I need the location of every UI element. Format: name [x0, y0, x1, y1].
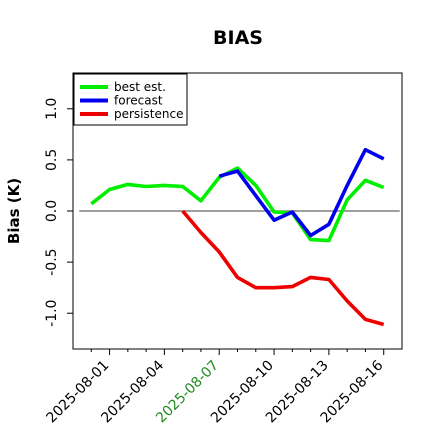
x-axis: 2025-08-012025-08-042025-08-072025-08-10… [44, 349, 387, 426]
chart-title: BIAS [213, 27, 263, 49]
legend-label-best-est: best est. [114, 80, 166, 94]
y-tick-label: 0.0 [44, 200, 60, 222]
y-tick-label: -1.0 [44, 300, 60, 327]
series-line-persistence [181, 209, 385, 327]
y-axis: -1.0 -0.5 0.0 0.5 1.0 [44, 98, 73, 327]
y-tick-label: 1.0 [44, 98, 60, 120]
legend-label-persistence: persistence [114, 107, 183, 121]
y-tick-label: -0.5 [44, 248, 60, 275]
series-layer [90, 147, 385, 327]
series-line-forecast [218, 147, 385, 238]
legend-label-forecast: forecast [114, 94, 163, 108]
y-tick-label: 0.5 [44, 149, 60, 171]
y-axis-label: Bias (K) [5, 178, 23, 244]
series-line-best-est [90, 166, 385, 243]
